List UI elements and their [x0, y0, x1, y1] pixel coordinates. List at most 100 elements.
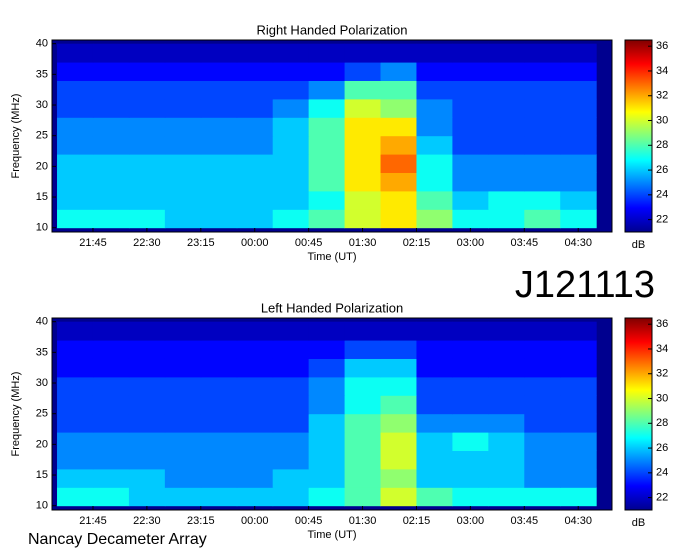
- credit: Nancay Decameter Array: [28, 531, 207, 548]
- heat-cell: [452, 487, 489, 507]
- x-axis-label: Time (UT): [307, 529, 356, 541]
- heat-cell: [164, 468, 202, 488]
- heat-cell: [57, 62, 94, 81]
- heat-cell: [524, 450, 561, 470]
- heat-cell: [236, 135, 274, 155]
- heat-cell: [92, 487, 130, 507]
- heat-cell: [128, 376, 166, 396]
- heat-cell: [57, 487, 94, 507]
- heat-cell: [452, 172, 489, 192]
- heat-cell: [200, 190, 238, 210]
- heat-cell: [380, 209, 417, 229]
- heat-cell: [452, 190, 489, 210]
- heat-cell: [344, 43, 382, 63]
- heat-cell: [92, 321, 130, 341]
- colorbar-tick-label: 36: [656, 40, 668, 52]
- heat-cell: [92, 413, 130, 433]
- heat-cell: [164, 395, 202, 415]
- x-tick-label: 00:00: [241, 237, 269, 249]
- heat-cell: [236, 413, 274, 433]
- heat-cell: [344, 432, 382, 451]
- x-tick-label: 00:00: [241, 515, 269, 527]
- heat-cell: [236, 209, 274, 229]
- heat-cell: [416, 413, 453, 433]
- heat-cell: [272, 321, 310, 341]
- y-axis-label: Frequency (MHz): [10, 94, 22, 179]
- y-tick-label: 15: [36, 191, 48, 203]
- heat-cell: [236, 62, 274, 81]
- heat-cell: [344, 190, 382, 210]
- heat-cell: [128, 135, 166, 155]
- heat-cell: [272, 172, 310, 192]
- heat-cell: [272, 62, 310, 81]
- heat-cell: [560, 62, 597, 81]
- heat-cell: [308, 487, 346, 507]
- heat-cell: [164, 358, 202, 378]
- heat-cell: [488, 432, 525, 451]
- heat-cell: [560, 340, 597, 359]
- heat-cell: [200, 117, 238, 137]
- heat-cell: [164, 117, 202, 137]
- heat-cell: [380, 413, 417, 433]
- heat-cell: [164, 154, 202, 173]
- heat-cell: [452, 43, 489, 63]
- heat-cell: [416, 135, 453, 155]
- heat-cell: [164, 209, 202, 229]
- heat-cell: [524, 432, 561, 451]
- heat-cell: [344, 358, 382, 378]
- heat-cell: [128, 340, 166, 359]
- heat-cell: [416, 172, 453, 192]
- heat-cell: [200, 98, 238, 118]
- x-tick-label: 02:15: [403, 515, 431, 527]
- heat-cell: [308, 413, 346, 433]
- heat-cell: [452, 117, 489, 137]
- heat-cell: [128, 209, 166, 229]
- heat-cell: [344, 395, 382, 415]
- heat-cell: [57, 190, 94, 210]
- heat-cell: [128, 432, 166, 451]
- heat-cell: [57, 376, 94, 396]
- heat-cell: [380, 43, 417, 63]
- heat-cell: [57, 209, 94, 229]
- heat-cell: [560, 98, 597, 118]
- heat-cell: [452, 376, 489, 396]
- heat-cell: [164, 190, 202, 210]
- colorbar-tick-label: 30: [656, 114, 668, 126]
- heat-cell: [560, 117, 597, 137]
- colorbar-tick-label: 22: [656, 214, 668, 226]
- heat-cell: [380, 395, 417, 415]
- heat-cell: [200, 209, 238, 229]
- heat-cell: [236, 432, 274, 451]
- heat-cell: [308, 376, 346, 396]
- heat-cell: [452, 340, 489, 359]
- heat-cell: [272, 340, 310, 359]
- heat-cell: [57, 450, 94, 470]
- y-tick-label: 40: [36, 38, 48, 50]
- heat-cell: [272, 358, 310, 378]
- heat-cell: [57, 395, 94, 415]
- heat-cell: [308, 340, 346, 359]
- heat-cell: [416, 468, 453, 488]
- heat-cell: [380, 487, 417, 507]
- x-tick-label: 22:30: [133, 515, 161, 527]
- heat-cell: [164, 62, 202, 81]
- heat-cell: [416, 432, 453, 451]
- event-label: J121113: [515, 264, 655, 306]
- heat-cell: [380, 135, 417, 155]
- heat-cell: [488, 98, 525, 118]
- colorbar-tick-label: 34: [656, 65, 668, 77]
- heat-cell: [308, 80, 346, 100]
- x-tick-label: 01:30: [349, 237, 377, 249]
- heat-cell: [272, 135, 310, 155]
- heat-cell: [452, 98, 489, 118]
- heat-cell: [488, 413, 525, 433]
- heat-cell: [57, 98, 94, 118]
- x-tick-label: 03:45: [511, 237, 539, 249]
- heat-cell: [308, 154, 346, 173]
- heat-cell: [452, 154, 489, 173]
- heat-cell: [128, 43, 166, 63]
- heat-cell: [560, 468, 597, 488]
- heat-cell: [200, 376, 238, 396]
- heat-cell: [200, 62, 238, 81]
- x-tick-label: 03:00: [457, 515, 485, 527]
